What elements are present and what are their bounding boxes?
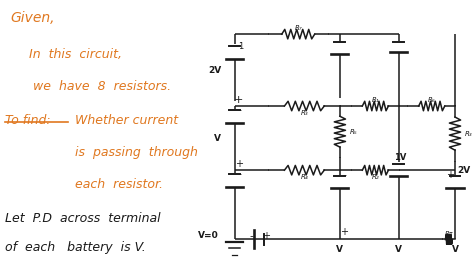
Text: V: V	[337, 245, 343, 254]
Text: To find:: To find:	[5, 114, 51, 127]
Text: -: -	[342, 170, 346, 180]
Text: In  this  circuit,: In this circuit,	[29, 48, 122, 61]
Text: +: +	[235, 159, 243, 169]
Text: -: -	[237, 105, 241, 115]
Text: R₂: R₂	[372, 174, 379, 180]
Text: R₈: R₈	[445, 231, 453, 237]
Text: R₅: R₅	[350, 129, 358, 135]
Text: V: V	[395, 245, 402, 254]
Text: -: -	[237, 169, 241, 179]
Text: +: +	[234, 95, 244, 105]
Text: 1: 1	[238, 43, 244, 52]
Text: -: -	[250, 231, 254, 241]
Text: Given,: Given,	[10, 11, 55, 25]
Text: +: +	[340, 227, 348, 237]
Text: R₇: R₇	[294, 25, 302, 31]
Text: V: V	[452, 245, 458, 254]
Text: R₃: R₃	[301, 110, 308, 116]
Text: R₄: R₄	[301, 174, 308, 180]
Text: Let  P.D  across  terminal: Let P.D across terminal	[5, 212, 161, 225]
Text: 1V: 1V	[394, 153, 406, 163]
Text: V: V	[214, 134, 221, 143]
Text: Whether current: Whether current	[75, 114, 179, 127]
Text: each  resistor.: each resistor.	[75, 178, 164, 191]
Text: of  each   battery  is V.: of each battery is V.	[5, 242, 146, 255]
Text: R₆: R₆	[428, 97, 436, 103]
Text: we  have  8  resistors.: we have 8 resistors.	[33, 80, 172, 93]
Text: R₃: R₃	[465, 131, 473, 137]
Text: -: -	[448, 227, 452, 237]
Text: R₁: R₁	[372, 97, 379, 103]
Text: +: +	[263, 231, 270, 241]
Text: V=0: V=0	[198, 231, 219, 240]
Text: 2V: 2V	[208, 66, 221, 74]
Text: +: +	[446, 170, 454, 180]
Text: 2V: 2V	[457, 166, 471, 175]
Text: is  passing  through: is passing through	[75, 146, 198, 159]
